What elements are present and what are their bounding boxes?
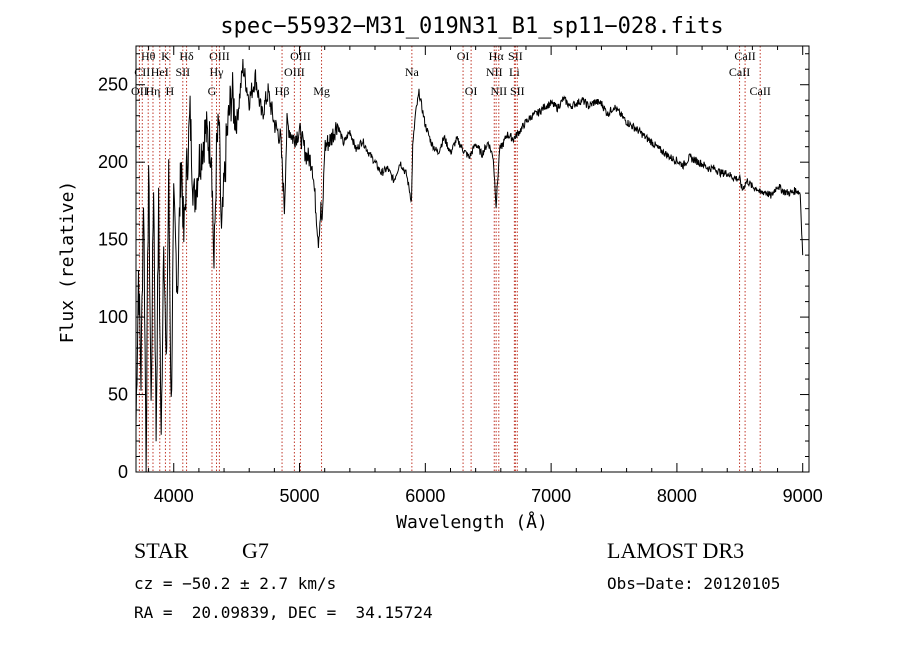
spectrum-line	[135, 58, 804, 473]
spectral-line-label: OIII	[290, 49, 311, 63]
spectral-line-label: CaII	[734, 49, 755, 63]
observation-date: Obs−Date: 20120105	[607, 574, 781, 593]
spectral-line-label: OI	[457, 49, 470, 63]
spectral-line-label: G	[208, 84, 217, 98]
x-tick-label: 4000	[154, 486, 194, 506]
spectral-line-label: OIII	[284, 65, 305, 79]
survey-name: LAMOST DR3	[607, 538, 745, 563]
spectral-line-label: Hη	[146, 84, 161, 98]
x-tick-label: 5000	[280, 486, 320, 506]
y-tick-label: 150	[98, 230, 128, 250]
spectral-line-label: Hα	[489, 49, 505, 63]
x-tick-label: 8000	[657, 486, 697, 506]
axis-ticks: 4000 5000 6000 7000 8000 9000 0 50 100 150 200 250	[98, 46, 823, 506]
spectral-line-label: CaII	[750, 84, 771, 98]
plot-frame	[135, 45, 810, 473]
spectral-line-label: K	[161, 49, 170, 63]
x-axis-label: Wavelength (Å)	[396, 511, 548, 533]
spectral-line-label: Hβ	[275, 84, 290, 98]
spectral-line-label: OII	[131, 84, 148, 98]
object-class: STAR	[134, 538, 189, 563]
coordinates: RA = 20.09839, DEC = 34.15724	[134, 603, 433, 622]
spectral-line-label: Mg	[313, 84, 330, 98]
x-tick-label: 7000	[531, 486, 571, 506]
spectral-line-label: SII	[508, 49, 523, 63]
spectrum-series	[135, 58, 804, 473]
y-tick-label: 0	[118, 462, 128, 482]
spectral-line-label: H	[166, 84, 175, 98]
x-tick-label: 9000	[783, 486, 823, 506]
chart-title: spec−55932−M31_019N31_B1_sp11−028.fits	[220, 14, 723, 39]
spectral-line-label: NII	[490, 84, 507, 98]
y-tick-label: 250	[98, 75, 128, 95]
spectral-line-label: NII	[486, 65, 503, 79]
x-tick-label: 6000	[405, 486, 445, 506]
spectral-line-label: Hδ	[179, 49, 194, 63]
spectral-line-label: Hγ	[210, 65, 225, 79]
spectral-line-label: OI	[465, 84, 478, 98]
spectral-line-label: SII	[175, 65, 190, 79]
spectral-line-label: SII	[510, 84, 525, 98]
redshift-value: cz = −50.2 ± 2.7 km/s	[134, 574, 337, 593]
spectral-line-label: Li	[509, 65, 520, 79]
y-axis-label: Flux (relative)	[57, 181, 78, 344]
object-subclass: G7	[242, 538, 269, 563]
spectral-line-label: Hθ	[141, 49, 156, 63]
spectral-line-label: CII	[134, 65, 150, 79]
spectral-line-label: Na	[405, 65, 420, 79]
y-tick-label: 100	[98, 307, 128, 327]
y-tick-label: 200	[98, 152, 128, 172]
spectral-line-label: HeI	[151, 65, 169, 79]
y-tick-label: 50	[108, 385, 128, 405]
spectral-line-label: CaII	[729, 65, 750, 79]
spectral-line-label: OIII	[209, 49, 230, 63]
